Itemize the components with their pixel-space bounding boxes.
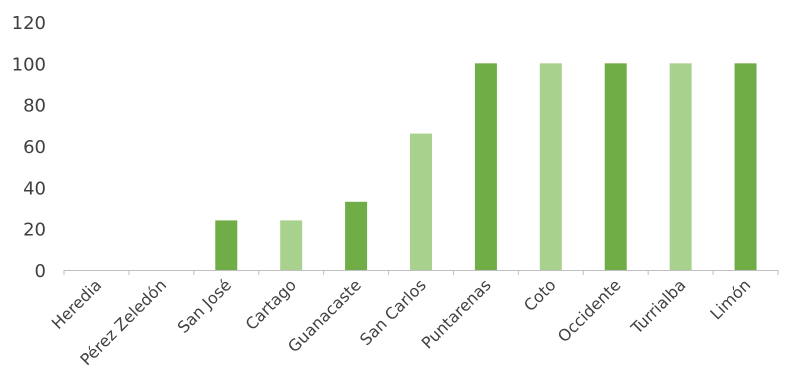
bar xyxy=(734,63,757,271)
x-category-label: Occidente xyxy=(554,275,625,346)
x-category-label: Heredia xyxy=(48,275,106,333)
bar xyxy=(539,63,562,271)
bars xyxy=(215,63,757,271)
x-category-label: Coto xyxy=(520,275,560,315)
x-axis-ticks xyxy=(63,270,779,275)
x-category-label: San José xyxy=(174,275,235,336)
bar xyxy=(669,63,692,271)
y-tick-label: 80 xyxy=(23,96,46,117)
y-tick-label: 120 xyxy=(12,13,46,34)
y-tick-label: 100 xyxy=(12,54,46,75)
x-category-label: Turrialba xyxy=(627,275,690,338)
x-category-label: Puntarenas xyxy=(418,275,495,352)
x-category-label: Cartago xyxy=(242,275,300,333)
bar xyxy=(474,63,497,271)
y-tick-label: 40 xyxy=(23,178,46,199)
bar xyxy=(604,63,627,271)
bar xyxy=(345,201,368,270)
bar xyxy=(410,133,432,270)
y-tick-label: 20 xyxy=(23,220,46,241)
y-tick-label: 60 xyxy=(23,137,46,158)
y-axis-ticks: 0 20 40 60 80 100 120 xyxy=(12,13,46,282)
bar xyxy=(280,220,303,270)
x-category-label: Limón xyxy=(706,275,754,323)
y-tick-label: 0 xyxy=(35,261,46,282)
bar xyxy=(215,220,238,270)
